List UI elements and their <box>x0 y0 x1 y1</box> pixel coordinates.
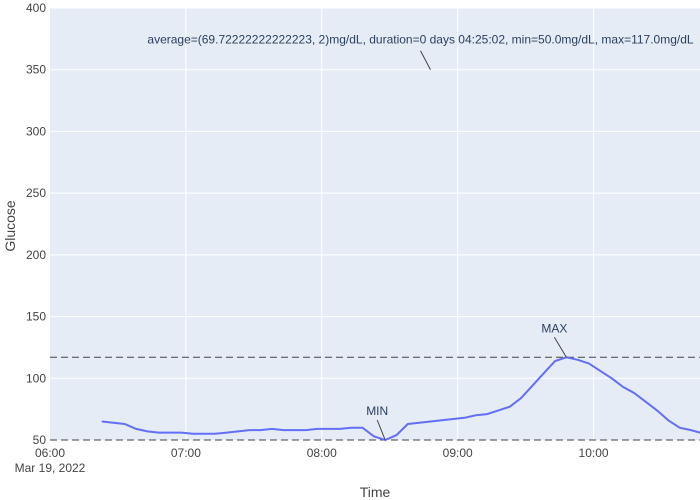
data-points <box>101 356 700 441</box>
annotation-arrow <box>376 419 386 441</box>
data-point <box>271 428 273 430</box>
data-point <box>124 423 126 425</box>
data-point <box>214 433 216 435</box>
data-point <box>622 386 624 388</box>
x-tick-labels: 06:00 07:00 08:00 09:00 10:00 <box>35 446 609 460</box>
data-point <box>463 417 466 419</box>
data-point <box>146 430 148 432</box>
x-tick-label: 07:00 <box>171 446 201 460</box>
data-point <box>282 429 284 431</box>
x-tick-label: 09:00 <box>443 446 473 460</box>
plot-background <box>50 8 700 440</box>
data-point <box>656 409 658 411</box>
data-point <box>509 406 511 408</box>
min-annotation: MIN <box>366 404 388 418</box>
summary-annotation: average=(69.72222222222223, 2)mg/dL, dur… <box>147 33 693 47</box>
data-point <box>361 427 364 429</box>
max-annotation: MAX <box>541 321 567 335</box>
y-tick-label: 200 <box>26 248 46 262</box>
y-axis-title: Glucose <box>2 200 18 252</box>
data-point <box>203 433 205 435</box>
y-tick-labels: 50 100 150 200 250 300 350 400 <box>26 1 46 447</box>
annotation-arrow <box>420 50 431 70</box>
x-axis-title: Time <box>360 484 391 500</box>
y-tick-label: 50 <box>33 433 47 447</box>
data-point <box>248 429 250 431</box>
data-point <box>599 370 601 372</box>
data-point <box>611 377 613 379</box>
data-point <box>645 401 647 403</box>
data-point <box>169 431 171 434</box>
data-point <box>554 360 556 362</box>
data-point <box>158 431 160 434</box>
data-point <box>633 392 635 394</box>
y-tick-label: 300 <box>26 124 46 138</box>
data-point <box>418 422 420 424</box>
data-point <box>577 359 579 361</box>
data-point <box>588 362 590 365</box>
data-point <box>260 429 262 431</box>
data-point <box>690 429 692 431</box>
data-point <box>192 433 194 435</box>
data-point <box>429 420 432 423</box>
x-tick-label: 06:00 <box>35 446 65 460</box>
data-point <box>316 428 318 430</box>
data-point <box>180 431 182 434</box>
reference-lines <box>50 356 700 441</box>
data-point <box>339 428 341 430</box>
data-point <box>226 431 228 434</box>
x-tick-label: 10:00 <box>579 446 609 460</box>
data-point <box>520 397 522 399</box>
data-point <box>497 409 500 411</box>
y-tick-label: 150 <box>26 310 46 324</box>
data-point <box>373 435 375 437</box>
y-tick-label: 100 <box>26 371 46 385</box>
annotations: average=(69.72222222222223, 2)mg/dL, dur… <box>147 33 694 441</box>
data-point <box>543 372 545 374</box>
data-point <box>395 434 398 436</box>
x-date-label: Mar 19, 2022 <box>15 461 86 475</box>
data-point <box>531 385 534 387</box>
y-tick-label: 400 <box>26 1 46 15</box>
grid <box>50 7 700 440</box>
data-point <box>305 429 307 431</box>
data-point <box>293 429 296 431</box>
annotation-arrow <box>553 337 567 358</box>
data-point <box>679 427 681 429</box>
data-point <box>327 428 330 430</box>
data-point <box>667 419 669 421</box>
y-tick-label: 350 <box>26 63 46 77</box>
data-point <box>101 420 103 423</box>
x-tick-label: 08:00 <box>307 446 337 460</box>
data-point <box>475 414 477 416</box>
data-point <box>407 423 409 425</box>
data-point <box>135 428 137 430</box>
data-point <box>350 427 352 429</box>
data-point <box>486 413 488 415</box>
y-tick-label: 250 <box>26 186 46 200</box>
data-point <box>237 430 239 432</box>
